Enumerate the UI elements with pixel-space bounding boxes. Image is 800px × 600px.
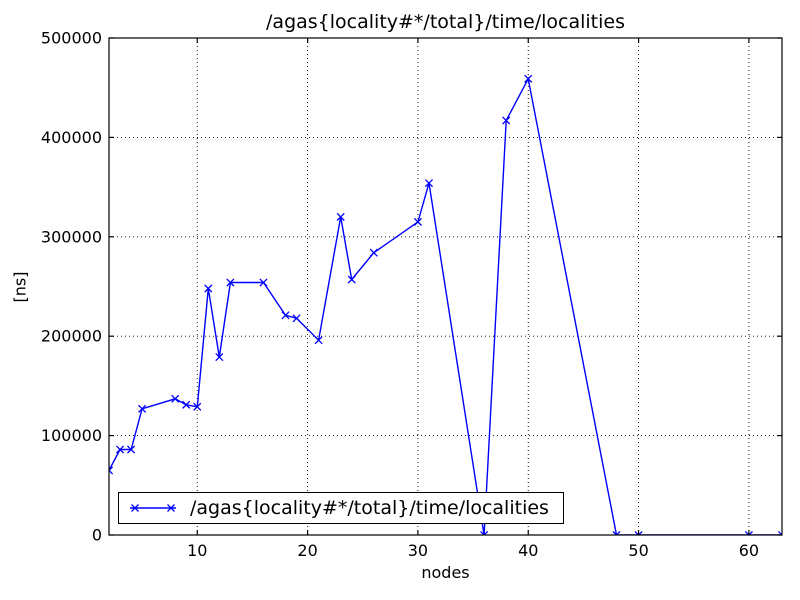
- series-marker: [424, 179, 434, 188]
- series-marker: [204, 284, 213, 293]
- series-marker: [292, 314, 301, 323]
- x-tick-label: 30: [408, 541, 428, 560]
- series-marker: [502, 116, 511, 125]
- series-marker: [612, 530, 621, 535]
- series-marker: [138, 404, 147, 413]
- x-tick-label: 20: [297, 541, 317, 560]
- series-marker: [634, 530, 643, 535]
- series-marker: [281, 311, 290, 320]
- series-marker: [115, 445, 125, 454]
- y-tick-label: 300000: [41, 227, 102, 246]
- series-marker: [777, 530, 782, 535]
- x-tick-label: 60: [739, 541, 759, 560]
- series-marker: [127, 445, 136, 454]
- x-tick-label: 10: [187, 541, 207, 560]
- series-marker: [336, 212, 345, 221]
- axes-frame: [108, 37, 783, 536]
- series-marker: [524, 74, 533, 83]
- legend-sample-line: [130, 504, 176, 512]
- series-marker: [259, 278, 268, 287]
- series-line: [109, 76, 782, 535]
- y-tick-label: 200000: [41, 327, 102, 346]
- series-marker: [109, 466, 114, 475]
- series-marker: [182, 400, 191, 409]
- series-marker: [369, 248, 378, 257]
- series-marker: [413, 217, 422, 226]
- legend: /agas{locality#*/total}/time/localities: [118, 492, 564, 524]
- series-marker: [744, 530, 753, 535]
- series-marker: [347, 275, 356, 284]
- y-tick-label: 400000: [41, 128, 102, 147]
- series-marker: [193, 402, 202, 411]
- y-tick-label: 500000: [41, 29, 102, 48]
- y-axis-label: [ns]: [10, 271, 30, 303]
- x-tick-label: 40: [518, 541, 538, 560]
- series-marker: [480, 530, 489, 535]
- x-axis-label: nodes: [421, 563, 470, 582]
- series-group: [109, 74, 782, 535]
- y-tick-label: 0: [92, 526, 102, 545]
- y-tick-label: 100000: [41, 426, 102, 445]
- chart-title: /agas{locality#*/total}/time/localities: [266, 11, 625, 33]
- series-marker: [226, 278, 235, 287]
- legend-label: /agas{locality#*/total}/time/localities: [190, 497, 549, 519]
- series-marker: [171, 394, 180, 403]
- x-tick-label: 50: [628, 541, 648, 560]
- series-marker: [314, 336, 323, 345]
- series-marker: [215, 353, 224, 362]
